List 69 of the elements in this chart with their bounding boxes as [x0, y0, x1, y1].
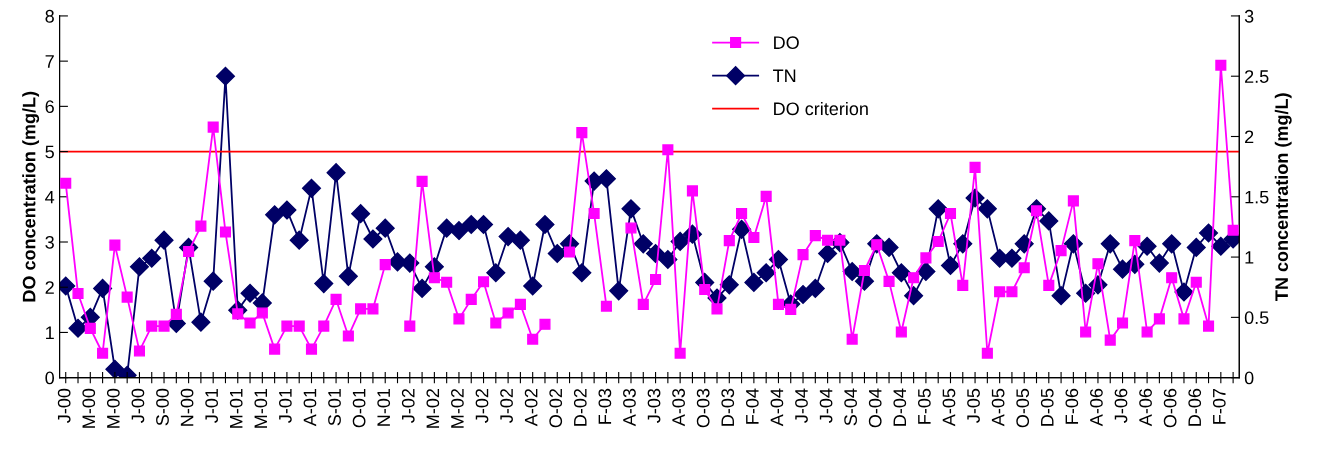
- x-tick-label: N-01: [377, 388, 391, 426]
- x-tick-label: D-06: [1188, 388, 1202, 426]
- y-tick-label: 2: [45, 281, 54, 294]
- x-tick-label: F-07: [1212, 388, 1226, 424]
- y2-axis-title: TN concentration (mg/L): [1274, 93, 1292, 301]
- y-tick-label: 4: [45, 190, 55, 204]
- x-tick-label: F-06: [1065, 388, 1079, 424]
- x-tick-label: O-04: [868, 388, 882, 428]
- y2-tick-label: 0: [1244, 371, 1254, 385]
- x-tick-label: O-01: [352, 388, 366, 428]
- legend-label: TN: [773, 69, 796, 82]
- x-tick-label: J-01: [205, 388, 219, 423]
- y-tick-label: 5: [45, 145, 54, 159]
- x-tick-label: A-06: [1090, 388, 1103, 427]
- x-tick-label: J-05: [967, 388, 980, 423]
- y2-tick-label: 1.5: [1245, 190, 1269, 204]
- x-tick-label: A-05: [942, 388, 956, 427]
- x-tick-label: M-01: [229, 388, 243, 428]
- y2-tick-label: 3: [1244, 9, 1254, 23]
- x-tick-label: O-02: [549, 388, 563, 428]
- legend-label: DO: [774, 36, 799, 50]
- x-tick-label: S-00: [156, 388, 169, 426]
- legend-label: DO criterion: [774, 101, 868, 116]
- x-tick-label: A-03: [623, 388, 636, 427]
- x-tick-label: A-04: [770, 388, 784, 427]
- x-tick-label: S-04: [844, 388, 858, 426]
- x-tick-label: J-00: [131, 388, 145, 423]
- x-tick-label: J-02: [500, 388, 513, 423]
- x-tick-label: N-00: [180, 388, 194, 426]
- y-tick-label: 0: [45, 371, 55, 385]
- x-tick-label: O-05: [1016, 388, 1030, 428]
- x-tick-label: D-05: [1040, 388, 1054, 426]
- x-tick-label: J-00: [57, 388, 71, 423]
- x-tick-label: M-01: [254, 388, 268, 428]
- x-tick-label: A-01: [303, 388, 317, 427]
- x-tick-label: J-02: [475, 388, 489, 423]
- y-axis-title: DO concentration (mg/L): [22, 91, 40, 302]
- x-tick-label: J-04: [795, 388, 808, 423]
- x-tick-label: A-03: [672, 388, 685, 427]
- y-tick-label: 8: [45, 9, 54, 23]
- y2-tick-label: 0.5: [1244, 311, 1269, 325]
- y2-tick-label: 2.5: [1245, 70, 1269, 83]
- x-tick-label: M-02: [451, 388, 464, 428]
- x-tick-label: A-06: [1139, 388, 1152, 427]
- x-tick-label: O-03: [696, 388, 710, 428]
- x-tick-label: O-06: [1163, 388, 1177, 428]
- x-tick-label: J-03: [647, 388, 661, 423]
- x-tick-label: D-04: [893, 388, 907, 426]
- x-tick-label: D-03: [721, 388, 735, 426]
- x-tick-label: M-00: [106, 388, 120, 428]
- x-tick-label: S-01: [328, 388, 341, 426]
- x-tick-label: M-02: [426, 388, 440, 428]
- x-tick-label: M-00: [82, 388, 96, 428]
- y-tick-label: 3: [45, 235, 54, 249]
- y2-tick-label: 2: [1245, 130, 1254, 144]
- x-tick-label: F-05: [917, 388, 931, 424]
- x-tick-label: J-06: [1114, 388, 1128, 423]
- x-tick-label: J-01: [278, 388, 292, 423]
- x-tick-label: J-02: [401, 388, 415, 423]
- x-tick-label: D-02: [573, 388, 587, 426]
- x-tick-label: J-04: [819, 388, 833, 423]
- y-tick-label: 7: [45, 55, 54, 68]
- x-tick-label: A-05: [991, 388, 1005, 427]
- y2-tick-label: 1: [1245, 251, 1254, 264]
- x-tick-label: F-04: [745, 388, 759, 424]
- x-tick-label: F-03: [598, 388, 612, 424]
- y-tick-label: 1: [46, 326, 54, 339]
- x-tick-label: A-02: [524, 388, 538, 427]
- y-tick-label: 6: [45, 100, 54, 114]
